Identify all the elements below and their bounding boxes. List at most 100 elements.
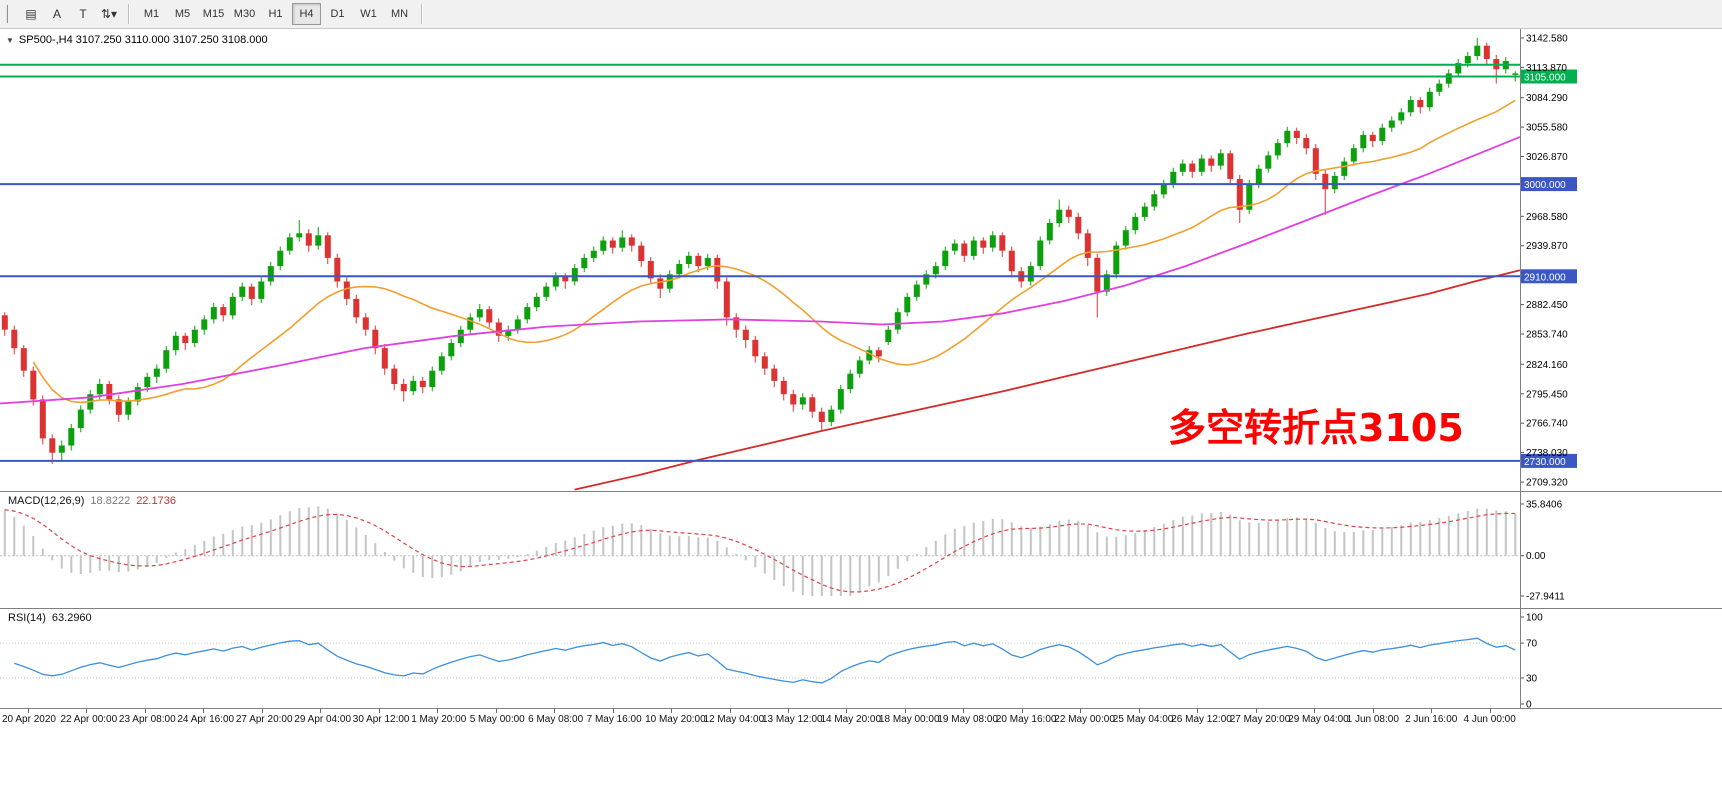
- rsi-chart[interactable]: 100 70 30 0: [0, 609, 1722, 708]
- time-axis-tick: [495, 709, 497, 713]
- timeframe-button-m1[interactable]: M1: [143, 8, 160, 20]
- price-chart[interactable]: 3105.000 3000.000 2910.000 2730.000 3142.580…: [0, 29, 1722, 491]
- text-label-tool-icon[interactable]: A: [52, 7, 61, 21]
- symbol-ohlc-line: ▼ SP500-,H4 3107.250 3110.000 3107.250 3…: [6, 34, 268, 46]
- time-axis-tick: [1197, 709, 1199, 713]
- chart-window-icon[interactable]: ▤: [25, 7, 37, 21]
- time-axis-tick: [1314, 709, 1316, 713]
- time-axis-label: 1 May 20:00: [411, 714, 467, 725]
- time-axis-label: 13 May 12:00: [762, 714, 823, 725]
- time-axis-label: 10 May 20:00: [645, 714, 706, 725]
- time-axis-label: 22 Apr 00:00: [60, 714, 118, 725]
- time-axis-tick: [320, 709, 322, 713]
- time-axis-label: 26 May 12:00: [1171, 714, 1232, 725]
- svg-text:2738.030: 2738.030: [1526, 448, 1568, 459]
- toolbar-separator-2: [421, 4, 423, 24]
- macd-panel: MACD(12,26,9) 18.8222 22.1736 35.8406 0.0…: [0, 491, 1722, 608]
- time-axis-tick: [671, 709, 673, 713]
- time-axis-label: 12 May 04:00: [703, 714, 765, 725]
- time-axis-tick: [1080, 709, 1082, 713]
- timeframe-button-d1[interactable]: D1: [330, 8, 345, 20]
- rsi-indicator-name: RSI(14): [8, 612, 46, 624]
- symbol-ohlc-text: SP500-,H4 3107.250 3110.000 3107.250 310…: [18, 34, 268, 46]
- timeframe-button-m15[interactable]: M15: [202, 8, 225, 20]
- timeframe-button-h4[interactable]: H4: [292, 3, 321, 25]
- time-axis-label: 5 May 00:00: [469, 714, 525, 725]
- collapse-triangle-icon[interactable]: ▼: [6, 35, 14, 45]
- svg-text:0: 0: [1526, 700, 1532, 709]
- time-axis-label: 7 May 16:00: [586, 714, 642, 725]
- time-axis-tick: [1138, 709, 1140, 713]
- time-axis-label: 25 May 04:00: [1112, 714, 1174, 725]
- svg-text:2968.580: 2968.580: [1526, 212, 1568, 223]
- time-axis-tick: [1372, 709, 1374, 713]
- time-axis-tick: [28, 709, 29, 713]
- toolbar: ▤ A T ⇅▾ M1 M5 M15 M30 H1 H4 D1 W1 MN: [0, 0, 1722, 29]
- time-axis-label: 6 May 08:00: [528, 714, 584, 725]
- svg-text:2910.000: 2910.000: [1524, 272, 1566, 283]
- toolbar-timeframes: M1 M5 M15 M30 H1 H4 D1 W1 MN: [136, 3, 415, 25]
- time-axis[interactable]: 20 Apr 2020 22 Apr 00:00 23 Apr 08:00 24 Ap…: [0, 708, 1722, 729]
- svg-text:3000.000: 3000.000: [1524, 180, 1566, 191]
- time-axis-tick: [729, 709, 731, 713]
- time-axis-tick: [1489, 709, 1491, 713]
- time-axis-label: 18 May 00:00: [878, 714, 940, 725]
- svg-text:3084.290: 3084.290: [1526, 93, 1568, 104]
- time-axis-label: 19 May 08:00: [937, 714, 998, 725]
- time-axis-label: 14 May 20:00: [820, 714, 882, 725]
- line-studies-tool-icon[interactable]: ⇅▾: [100, 7, 118, 21]
- time-axis-label: 20 Apr 2020: [2, 714, 56, 725]
- svg-text:0.00: 0.00: [1526, 551, 1546, 562]
- time-axis-tick: [788, 709, 789, 713]
- svg-text:2795.450: 2795.450: [1526, 389, 1568, 400]
- svg-text:3113.870: 3113.870: [1526, 63, 1567, 74]
- timeframe-button-m5[interactable]: M5: [174, 8, 191, 20]
- timeframe-button-m30[interactable]: M30: [233, 8, 256, 20]
- toolbar-grip[interactable]: [6, 5, 12, 23]
- time-axis-label: 20 May 16:00: [995, 714, 1057, 725]
- timeframe-button-h1[interactable]: H1: [268, 8, 283, 20]
- time-axis-tick: [612, 709, 614, 713]
- svg-text:2939.870: 2939.870: [1526, 241, 1568, 252]
- time-axis-tick: [378, 709, 380, 713]
- svg-text:3105.000: 3105.000: [1524, 73, 1566, 84]
- svg-text:2824.160: 2824.160: [1526, 360, 1568, 371]
- svg-text:-27.9411: -27.9411: [1526, 592, 1565, 603]
- svg-text:70: 70: [1526, 639, 1538, 650]
- time-axis-tick: [554, 709, 556, 713]
- svg-text:3142.580: 3142.580: [1526, 33, 1568, 44]
- time-axis-tick: [846, 709, 848, 713]
- svg-text:2709.320: 2709.320: [1526, 478, 1568, 489]
- text-box-tool-icon[interactable]: T: [79, 7, 87, 21]
- time-axis-label: 29 Apr 04:00: [294, 714, 352, 725]
- svg-text:2766.740: 2766.740: [1526, 419, 1568, 430]
- time-axis-tick: [261, 709, 263, 713]
- toolbar-separator: [128, 4, 130, 24]
- time-axis-tick: [144, 709, 146, 713]
- time-axis-label: 29 May 04:00: [1288, 714, 1349, 725]
- rsi-label: RSI(14) 63.2960: [8, 612, 92, 624]
- time-axis-tick: [904, 709, 906, 713]
- time-axis-label: 27 May 20:00: [1229, 714, 1291, 725]
- svg-text:3026.870: 3026.870: [1526, 152, 1568, 163]
- macd-value-main: 18.8222: [90, 495, 131, 507]
- time-axis-label: 27 Apr 20:00: [235, 714, 293, 725]
- time-axis-label: 22 May 00:00: [1054, 714, 1115, 725]
- time-axis-label: 1 Jun 08:00: [1346, 714, 1399, 725]
- price-panel: ▼ SP500-,H4 3107.250 3110.000 3107.250 3…: [0, 29, 1722, 491]
- time-axis-tick: [963, 709, 965, 713]
- svg-text:30: 30: [1526, 673, 1538, 684]
- time-axis-tick: [1431, 709, 1433, 713]
- time-axis-tick: [203, 709, 205, 713]
- timeframe-button-mn[interactable]: MN: [390, 8, 409, 20]
- toolbar-tools: ▤ A T ⇅▾: [18, 3, 122, 25]
- macd-label: MACD(12,26,9) 18.8222 22.1736: [8, 495, 176, 507]
- time-axis-tick: [437, 709, 439, 713]
- time-axis-tick: [1021, 709, 1023, 713]
- macd-chart[interactable]: 35.8406 0.00 -27.9411: [0, 492, 1722, 608]
- rsi-panel: RSI(14) 63.2960 100 70 30 0: [0, 608, 1722, 708]
- time-axis-label: 2 Jun 16:00: [1405, 714, 1458, 725]
- time-axis-label: 23 Apr 08:00: [118, 714, 176, 725]
- timeframe-button-w1[interactable]: W1: [360, 8, 377, 20]
